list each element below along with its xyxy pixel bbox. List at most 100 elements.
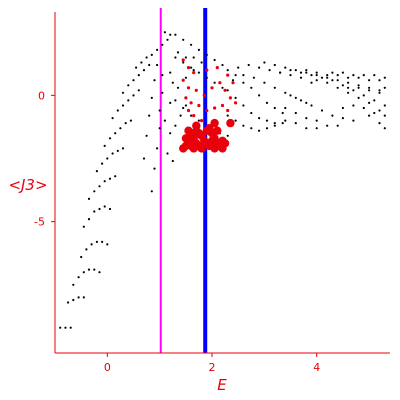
data-point-s2-31 [213, 126, 222, 135]
data-point-s1-21 [87, 218, 91, 221]
data-point-s1-132 [268, 69, 271, 72]
data-point-s1-210 [383, 114, 386, 117]
data-point-s1-6 [77, 296, 80, 299]
data-point-s1-65 [153, 167, 156, 170]
data-point-s3-6 [194, 88, 198, 92]
data-point-s1-221 [184, 56, 187, 59]
data-point-s1-193 [315, 79, 318, 82]
data-point-s1-12 [93, 268, 96, 271]
data-point-s1-170 [347, 81, 350, 84]
data-point-s1-188 [336, 74, 339, 77]
data-point-s1-63 [169, 33, 172, 36]
data-point-s3-11 [228, 96, 232, 100]
data-point-s1-111 [265, 101, 269, 104]
data-point-s1-41 [119, 127, 122, 130]
data-point-s1-165 [294, 69, 297, 72]
data-point-s1-4 [67, 301, 70, 304]
data-point-s1-123 [242, 124, 245, 127]
data-point-s1-76 [156, 63, 159, 67]
data-point-s1-36 [116, 149, 119, 152]
data-point-s1-227 [169, 101, 172, 104]
data-point-s3-12 [220, 103, 225, 108]
data-point-s1-162 [263, 61, 266, 64]
data-point-s1-79 [182, 38, 185, 41]
data-point-s1-40 [114, 132, 117, 135]
data-point-s1-126 [265, 127, 269, 130]
data-point-s1-107 [234, 74, 237, 77]
data-point-s1-49 [137, 89, 140, 92]
data-point-s1-62 [166, 38, 169, 41]
data-point-s3-3 [192, 71, 196, 75]
data-point-s1-220 [176, 51, 180, 54]
data-point-s1-146 [299, 99, 303, 102]
axis-ticks: 0 2 4 0 -5 [34, 89, 320, 374]
data-point-s1-30 [108, 177, 112, 180]
data-point-s3-23 [215, 66, 219, 70]
data-point-s1-22 [93, 210, 96, 213]
data-point-s1-184 [383, 104, 386, 107]
data-point-s1-42 [124, 122, 127, 125]
data-point-s1-80 [190, 43, 193, 46]
data-point-s1-110 [258, 94, 261, 97]
data-point-s1-88 [184, 104, 187, 107]
data-point-s1-137 [231, 79, 235, 82]
data-point-s1-106 [226, 69, 229, 72]
y-tick-label: -5 [34, 216, 45, 229]
data-point-s2-33 [197, 131, 206, 140]
data-point-s1-145 [289, 94, 292, 97]
data-point-s1-201 [341, 71, 344, 74]
data-point-s1-192 [378, 79, 381, 82]
data-point-s1-151 [352, 119, 355, 122]
data-point-s1-74 [150, 96, 153, 99]
data-point-s1-117 [250, 111, 253, 115]
data-point-s1-139 [252, 76, 255, 79]
data-point-s1-96 [205, 76, 208, 79]
data-point-s1-54 [142, 69, 146, 72]
data-point-s3-26 [234, 101, 238, 105]
data-point-s1-31 [114, 175, 117, 178]
data-point-s3-19 [200, 119, 204, 123]
data-point-s1-226 [163, 119, 166, 122]
data-point-s1-44 [111, 117, 114, 120]
data-point-s1-9 [77, 276, 80, 279]
data-point-s1-5 [72, 298, 75, 302]
data-point-s1-2 [64, 326, 67, 329]
data-point-s1-156 [326, 124, 329, 127]
x-tick-label: 0 [104, 361, 111, 374]
data-point-s1-152 [284, 106, 287, 110]
data-point-s1-47 [127, 99, 130, 102]
data-point-s1-73 [148, 114, 151, 117]
data-point-s2-29 [226, 118, 235, 128]
data-point-s3-1 [181, 58, 185, 62]
data-point-s3-20 [226, 108, 230, 113]
data-point-s1-178 [320, 76, 324, 79]
data-point-s3-14 [205, 108, 209, 113]
data-point-s1-11 [87, 268, 91, 271]
data-point-s1-121 [226, 114, 229, 117]
data-point-s1-205 [383, 76, 386, 79]
data-point-s1-148 [320, 109, 324, 112]
data-point-s1-157 [336, 124, 339, 127]
data-point-s1-26 [87, 197, 91, 200]
data-point-s1-207 [352, 104, 355, 107]
x-tick-label: 4 [313, 361, 320, 374]
data-point-s1-16 [90, 243, 93, 246]
data-point-s1-67 [158, 127, 161, 130]
data-point-s1-48 [132, 94, 135, 97]
data-point-s1-39 [108, 137, 112, 140]
data-point-s1-222 [192, 56, 195, 59]
data-point-s1-89 [176, 86, 180, 89]
data-point-s2-27 [181, 134, 191, 143]
data-point-s1-118 [258, 117, 261, 120]
data-point-s1-163 [273, 63, 276, 67]
data-point-s3-13 [213, 106, 217, 110]
data-point-s1-14 [80, 255, 83, 259]
data-point-s3-24 [226, 73, 230, 77]
data-point-s1-186 [315, 71, 318, 74]
data-point-s1-140 [263, 81, 266, 84]
data-point-s1-17 [95, 240, 98, 243]
data-point-s3-5 [186, 86, 191, 90]
data-point-s1-29 [103, 180, 106, 183]
data-point-s1-70 [161, 74, 164, 77]
data-point-s1-120 [273, 122, 276, 125]
